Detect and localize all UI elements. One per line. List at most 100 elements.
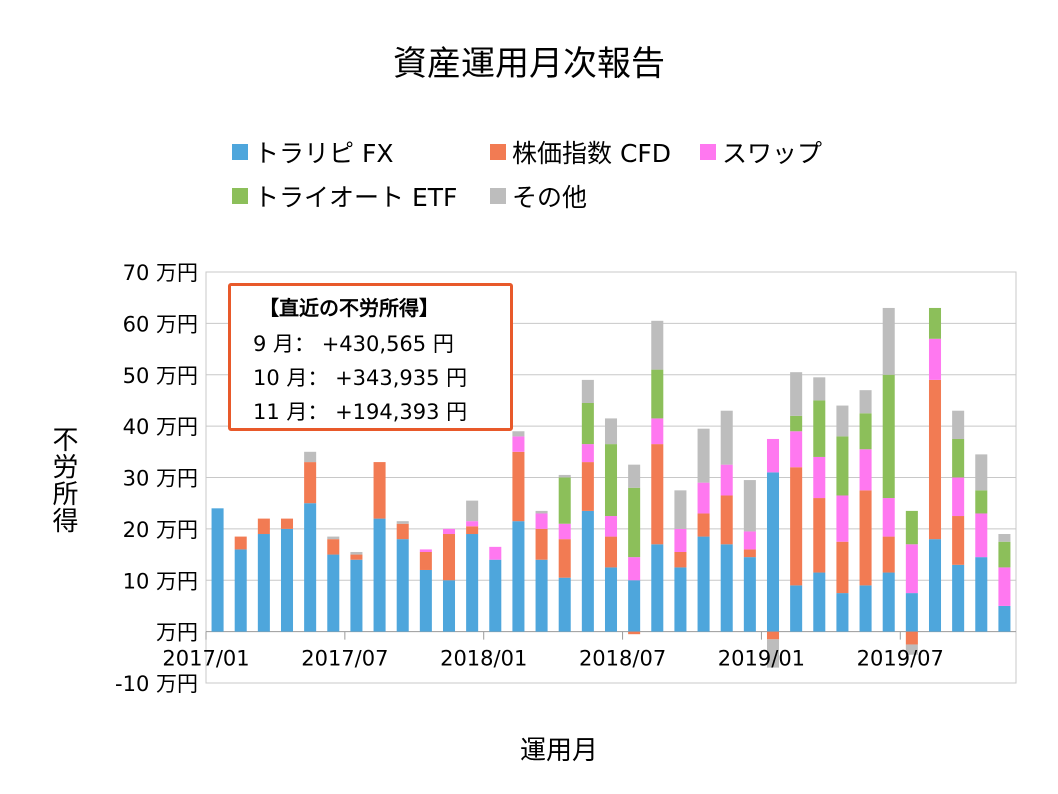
bar-segment (512, 451, 525, 522)
bar-segment (628, 580, 641, 632)
bar-segment (604, 536, 618, 568)
bar-segment (674, 528, 687, 552)
bar-segment (512, 521, 525, 632)
bar-segment (396, 521, 409, 524)
chart-title: 資産運用月次報告 (393, 44, 665, 84)
bar-segment (928, 338, 942, 380)
bar-segment (905, 631, 918, 645)
bar-segment (998, 541, 1011, 568)
bar-segment (790, 431, 803, 468)
legend-swatch (490, 144, 506, 160)
annotation-line-sep: 9 月： +430,565 円 (253, 332, 454, 356)
bar-segment (581, 510, 594, 632)
bar-segment (304, 503, 317, 632)
bar-segment (396, 539, 409, 632)
bar-segment (442, 528, 456, 535)
bar-segment (466, 500, 479, 522)
recent-income-annotation: 【直近の不労所得】 9 月： +430,565 円 10 月： +343,935… (228, 283, 513, 431)
bar-segment (674, 567, 687, 632)
bar-segment (604, 444, 618, 517)
bar-segment (836, 541, 849, 594)
legend-swatch (232, 188, 248, 204)
bar-segment (280, 528, 294, 632)
bar-segment (743, 557, 756, 632)
bar-segment (697, 482, 710, 514)
bar-segment (766, 639, 780, 668)
legend-label: トラリピ FX (254, 139, 394, 168)
bar-segment (304, 462, 317, 504)
bar-segment (928, 379, 942, 540)
bar-segment (396, 523, 409, 540)
bar-segment (836, 436, 849, 496)
bar-segment (836, 495, 849, 542)
bar-segment (373, 518, 386, 632)
bar-segment (234, 549, 247, 632)
bar-segment (928, 539, 942, 632)
bar-segment (512, 436, 525, 452)
bar-segment (975, 490, 988, 514)
bar-segment (535, 510, 548, 514)
bar-segment (304, 451, 317, 463)
bar-segment (697, 513, 710, 537)
bar-segment (419, 549, 432, 552)
bar-segment (882, 536, 895, 573)
bar-segment (790, 372, 803, 416)
bar-segment (882, 572, 895, 632)
y-tick-label: 40 万円 (123, 415, 198, 439)
bar-segment (442, 534, 456, 581)
bar-segment (905, 644, 918, 655)
legend-label: トライオート ETF (254, 183, 458, 212)
bar-segment (998, 605, 1011, 632)
bar-segment (952, 564, 965, 632)
legend-label: スワップ (722, 139, 823, 168)
bar-segment (489, 546, 502, 560)
bar-segment (327, 536, 340, 540)
bar-segment (581, 444, 594, 463)
legend-label: 株価指数 CFD (512, 139, 672, 168)
bar-segment (998, 567, 1011, 606)
bar-segment (952, 516, 965, 565)
bar-segment (905, 593, 918, 632)
legend-swatch (700, 144, 716, 160)
bar-segment (558, 523, 571, 540)
bar-segment (512, 431, 525, 437)
bar-segment (790, 467, 803, 586)
bar-segment (952, 438, 965, 478)
annotation-title: 【直近の不労所得】 (259, 296, 439, 320)
bar-segment (350, 554, 363, 560)
bar-segment (720, 495, 733, 545)
bar-segment (327, 539, 340, 555)
bar-segment (280, 518, 294, 529)
bar-segment (558, 474, 571, 478)
bar-segment (651, 544, 664, 632)
bar-segment (766, 472, 780, 632)
bar-segment (882, 498, 895, 537)
bar-segment (813, 498, 826, 573)
legend-label: その他 (512, 183, 588, 212)
bar-segment (813, 400, 826, 457)
bar-segment (743, 549, 756, 558)
bar-segment (882, 307, 895, 375)
bar-segment (766, 631, 780, 640)
bar-segment (535, 513, 548, 529)
bar-segment (604, 567, 618, 632)
bar-segment (535, 528, 548, 560)
legend-item-swap: スワップ (700, 134, 822, 170)
bar-segment (350, 551, 363, 555)
bar-segment (952, 477, 965, 517)
bar-segment (928, 307, 942, 339)
bar-segment (651, 444, 664, 545)
bar-segment (720, 544, 733, 632)
bar-segment (720, 410, 733, 465)
legend-swatch (232, 144, 248, 160)
bar-segment (674, 490, 687, 529)
bar-segment (419, 569, 432, 632)
x-tick-label: 2019/07 (857, 647, 944, 671)
legend-item-torarepi-fx: トラリピ FX (232, 134, 393, 170)
bar-segment (558, 539, 571, 578)
bar-segment (813, 456, 826, 499)
bar-segment (836, 405, 849, 437)
bar-segment (836, 593, 849, 632)
bar-segment (905, 510, 918, 545)
